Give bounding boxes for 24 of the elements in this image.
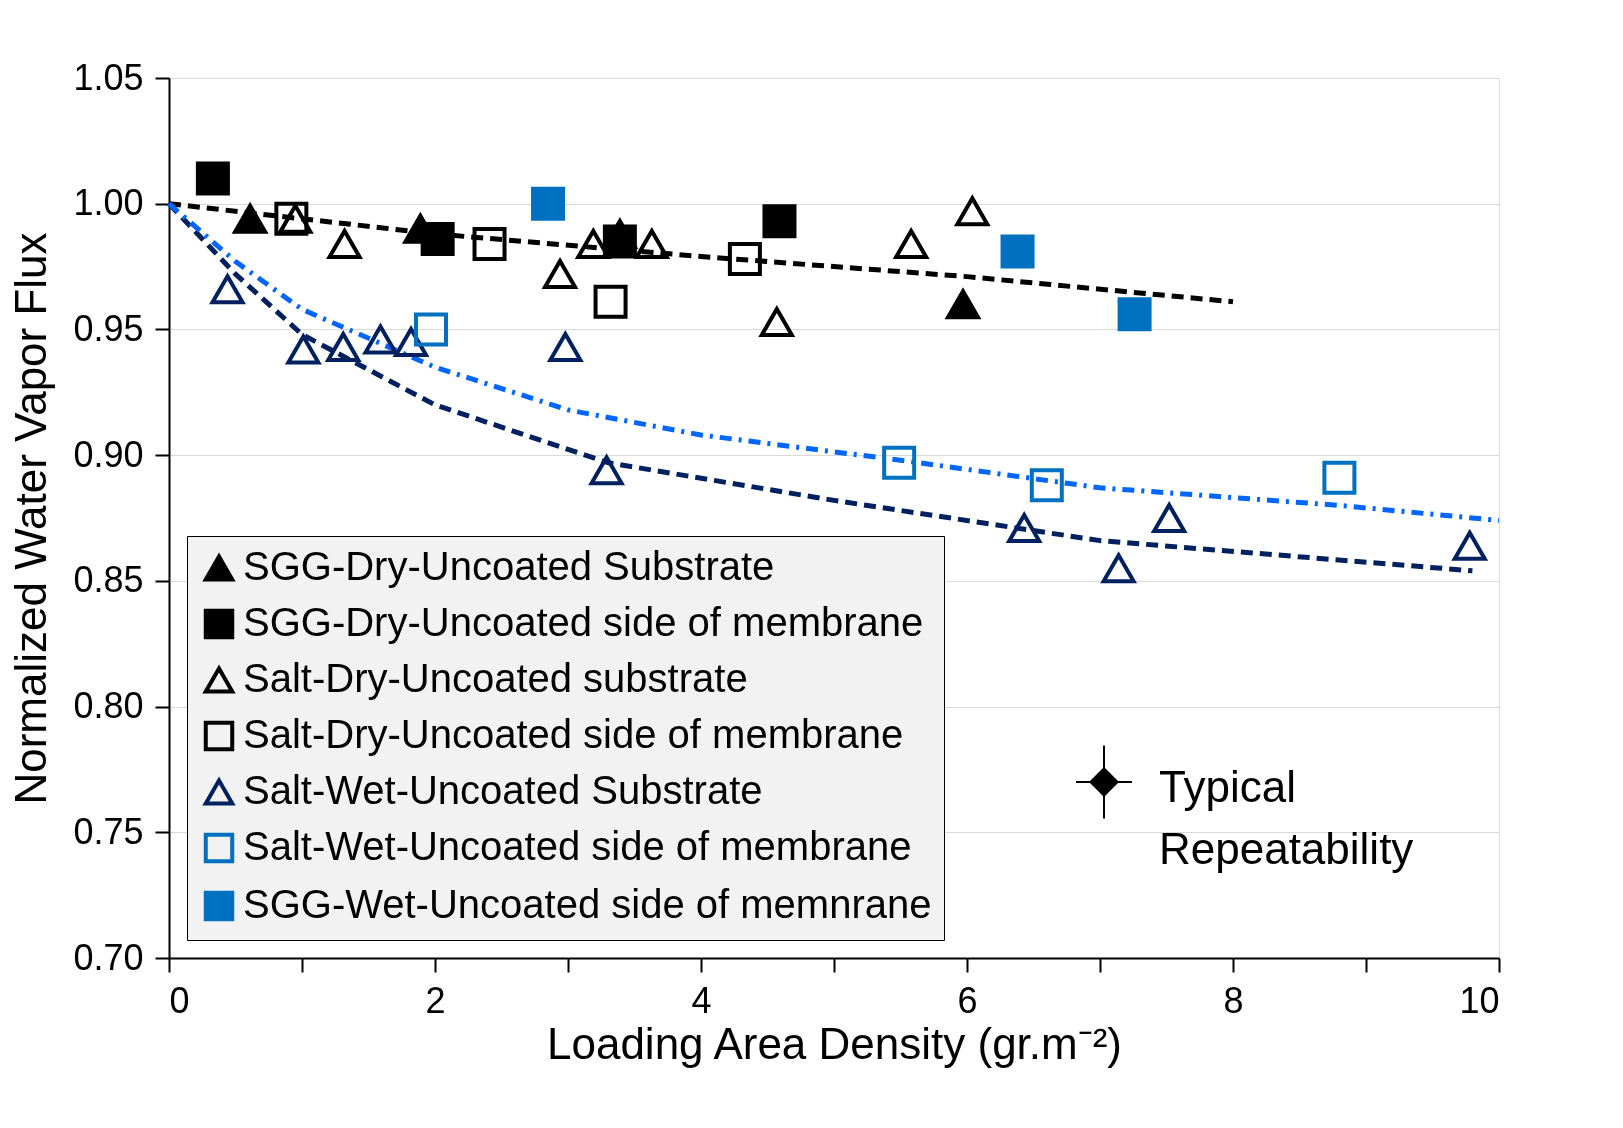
y-tick-label: 0.75	[73, 810, 144, 852]
x-tick-label: 0	[169, 979, 190, 1021]
x-tick-label: 6	[957, 979, 978, 1021]
legend-label: SGG-Dry-Uncoated side of membrane	[243, 600, 924, 644]
x-tick-label: 4	[691, 979, 712, 1021]
legend-label: SGG-Dry-Uncoated Substrate	[243, 544, 775, 588]
legend-label: Salt-Wet-Uncoated Substrate	[243, 768, 763, 812]
x-tick-label: 10	[1459, 979, 1500, 1021]
legend-label: Salt-Dry-Uncoated substrate	[243, 656, 748, 700]
x-tick-label: 8	[1223, 979, 1244, 1021]
y-tick-label: 1.05	[73, 56, 144, 98]
y-tick-label: 0.90	[73, 433, 144, 475]
x-tick-label: 2	[425, 979, 446, 1021]
y-tick-label: 0.80	[73, 685, 144, 727]
legend-label: SGG-Wet-Uncoated side of memnrane	[243, 882, 932, 926]
y-tick-label: 0.95	[73, 307, 144, 349]
legend-label: Salt-Dry-Uncoated side of membrane	[243, 712, 904, 756]
x-axis-title: Loading Area Density (gr.m⁻²)	[546, 1018, 1123, 1068]
y-tick-label: 0.70	[73, 936, 144, 978]
y-tick-label: 1.00	[73, 182, 144, 224]
y-axis-title: Normalized Water Vapor Flux	[6, 232, 56, 805]
series-label: Typical Repeatability	[1158, 762, 1414, 873]
legend-label: Salt-Wet-Uncoated side of membrane	[243, 824, 912, 868]
y-tick-label: 0.85	[73, 559, 144, 601]
